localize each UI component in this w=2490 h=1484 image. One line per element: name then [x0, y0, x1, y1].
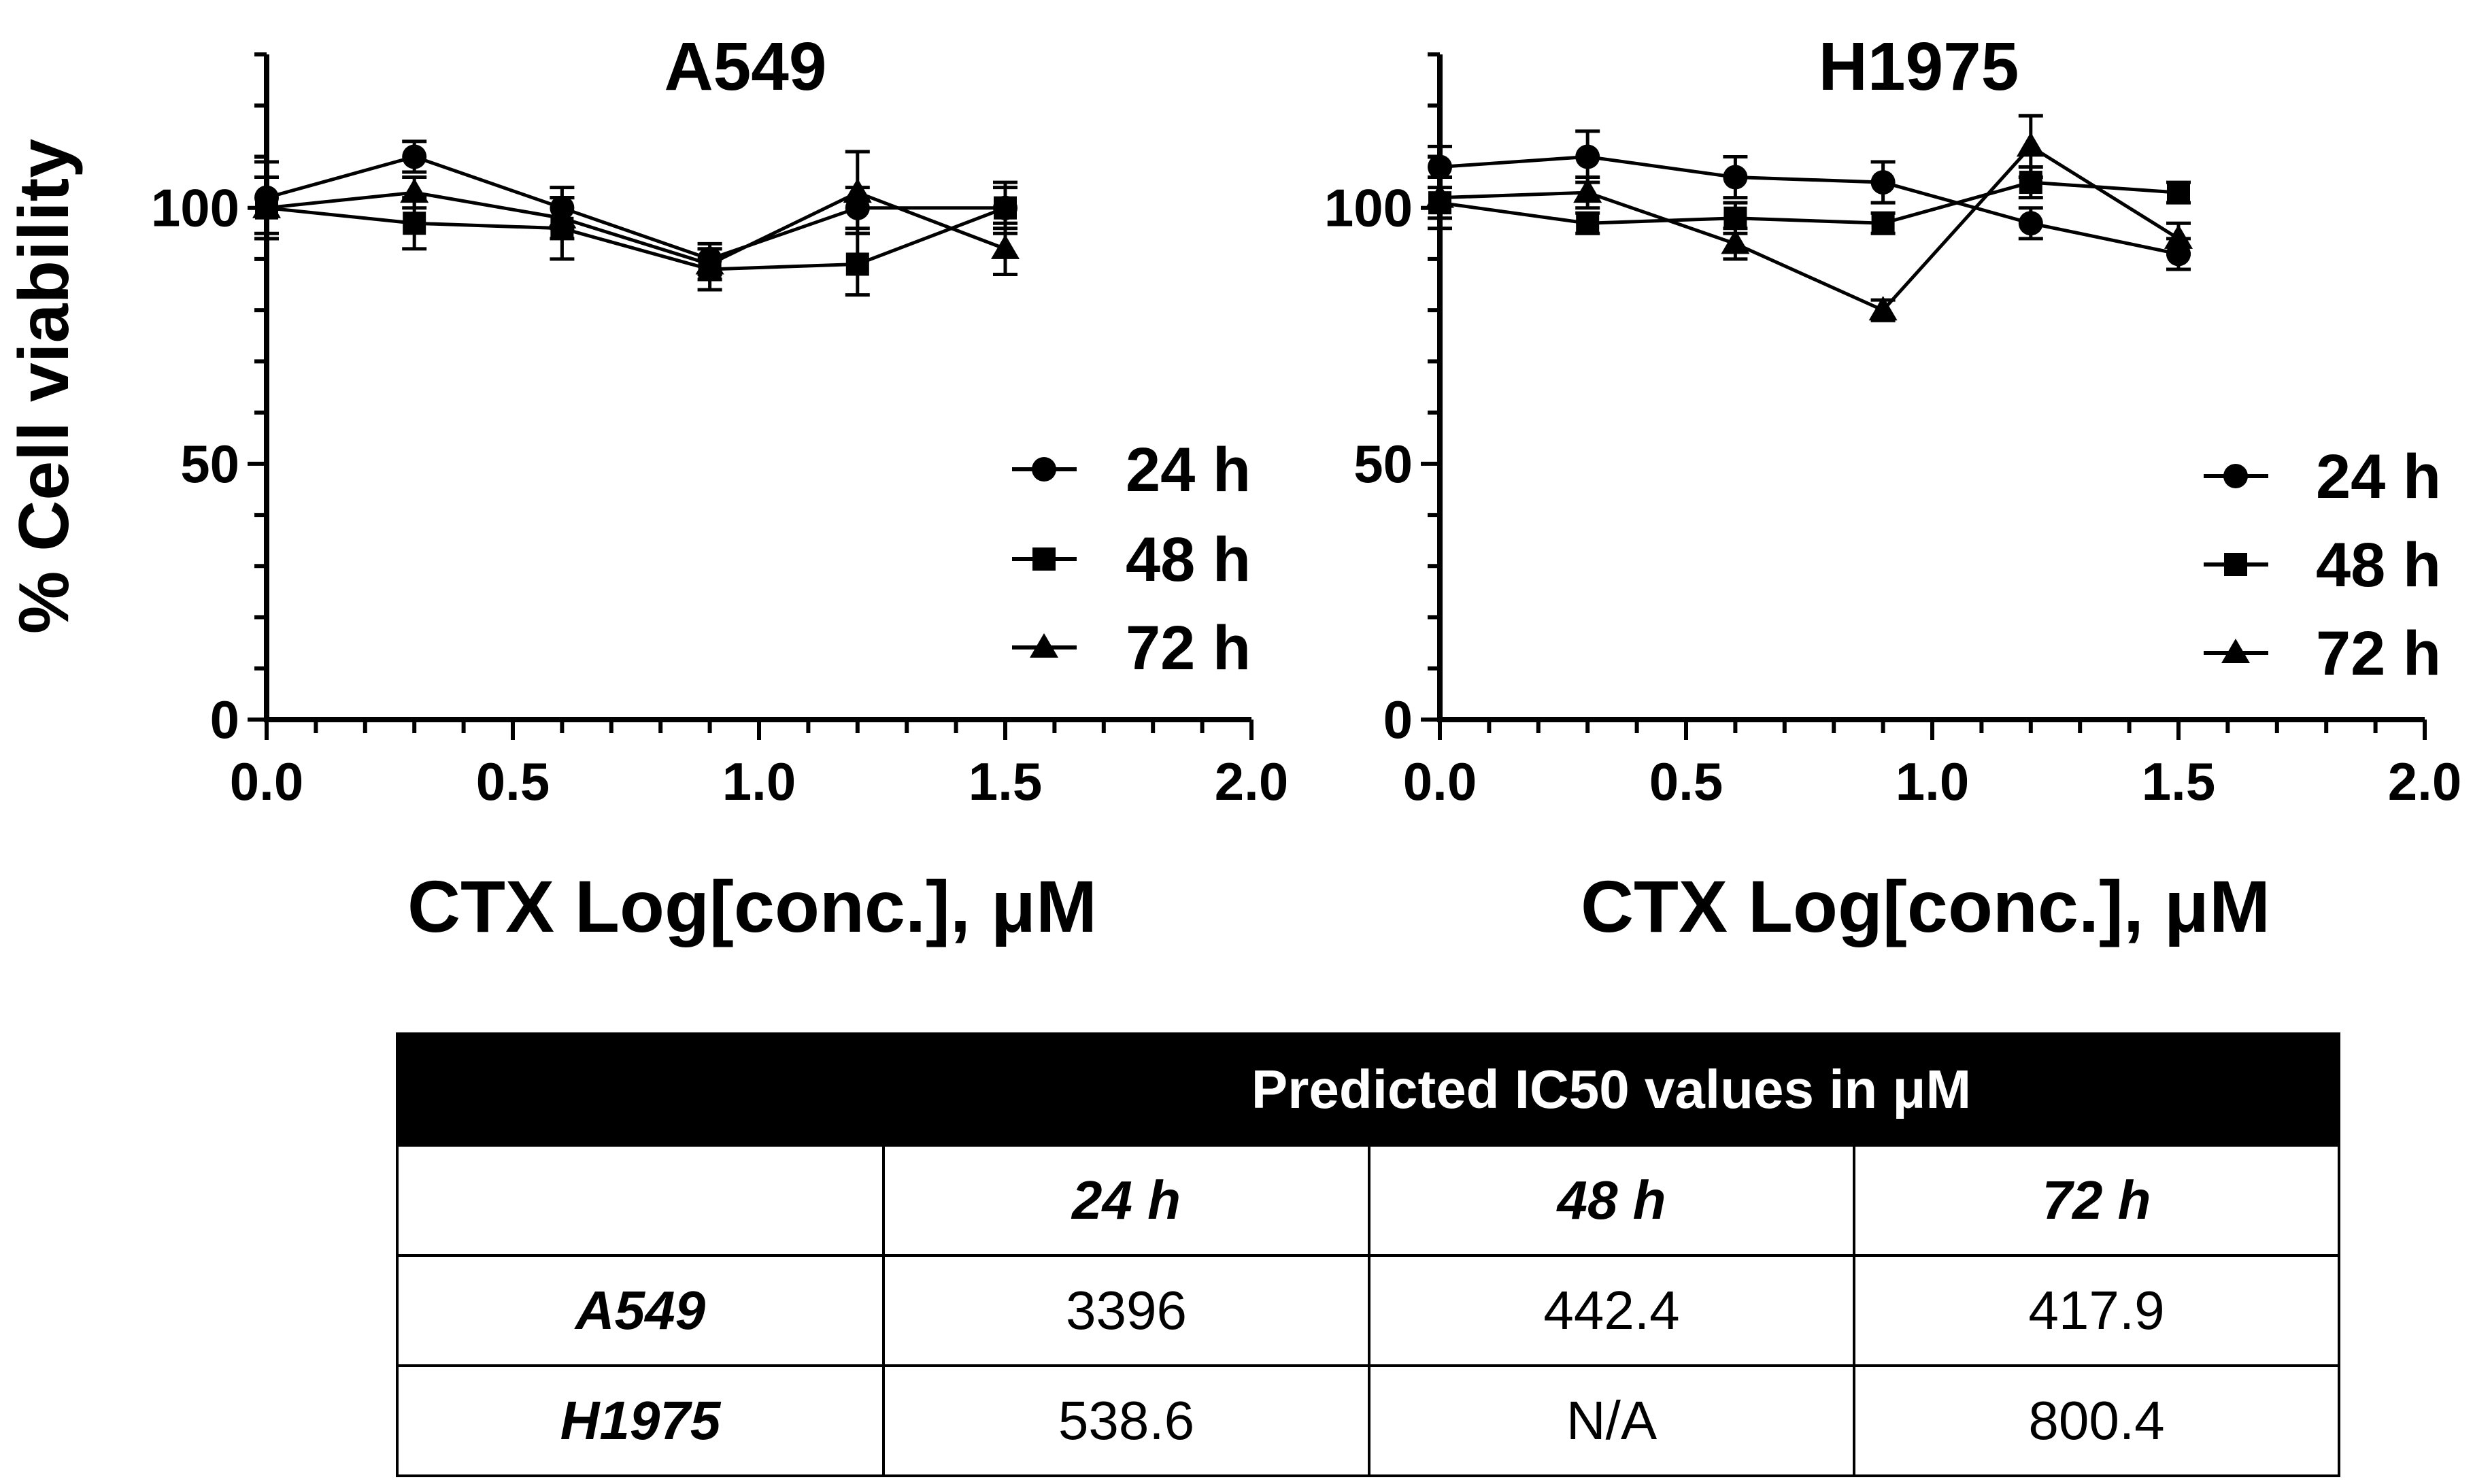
data-point: [1575, 144, 1600, 169]
table-header-row: 24 h 48 h 72 h: [396, 1144, 2341, 1257]
data-point: [1721, 229, 1750, 254]
data-point: [1576, 212, 1600, 235]
data-point: [2164, 224, 2193, 249]
x-tick-label: 1.5: [2142, 752, 2215, 811]
table-cell: 442.4: [1368, 1254, 1855, 1367]
legend-label: 48 h: [1126, 525, 1251, 594]
x-tick-label: 2.0: [1215, 752, 1288, 811]
table-title: Predicted IC50 values in μM: [881, 1032, 2341, 1147]
data-point: [991, 234, 1020, 259]
y-axis-label: % Cell viability: [5, 139, 84, 634]
x-tick-label: 1.0: [1896, 752, 1969, 811]
table-col-header: 72 h: [1852, 1144, 2341, 1257]
data-point: [1723, 206, 1747, 230]
series-line: [266, 206, 1006, 271]
table-col-header: 48 h: [1368, 1144, 1855, 1257]
table-corner-cell: [396, 1144, 885, 1257]
data-point: [2018, 211, 2043, 236]
data-point: [402, 144, 427, 169]
table-title-row: Predicted IC50 values in μM: [396, 1032, 2341, 1147]
table-row: H1975 538.6 N/A 800.4: [396, 1364, 2341, 1477]
table-row: A549 3396 442.4 417.9: [396, 1254, 2341, 1367]
table-cell: 417.9: [1852, 1254, 2341, 1367]
series-48-h: [254, 175, 1017, 297]
data-point: [1573, 178, 1602, 203]
table-row-label: A549: [396, 1254, 885, 1367]
series-24-h: [1428, 129, 2191, 271]
x-tick-label: 1.0: [722, 752, 796, 811]
table-row-label: H1975: [396, 1364, 885, 1477]
data-point: [403, 212, 426, 235]
x-tick-label: 0.0: [1403, 752, 1477, 811]
data-point: [1868, 296, 1898, 321]
chart-title: A549: [664, 29, 826, 105]
x-tick-label: 2.0: [2388, 752, 2461, 811]
chart-panel-h1975: 0 50 100 0.0 0.5 1.0 1.5 2.0 H1975 CTX Log[conc.]…: [1324, 29, 2461, 947]
table-cell: 800.4: [1852, 1364, 2341, 1477]
data-point: [695, 250, 724, 275]
data-point: [843, 178, 872, 203]
data-point: [252, 193, 281, 218]
chart-figure: 0 50 100 0.0 0.5 1.0 1.5 2.0 A549 CTX Log[conc.],…: [5, 29, 2461, 947]
table-cell: 538.6: [882, 1364, 1370, 1477]
legend-label: 48 h: [2316, 530, 2441, 600]
x-axis-label: CTX Log[conc.], μM: [407, 865, 1097, 947]
series-line: [1439, 144, 2180, 313]
x-tick-label: 0.5: [1649, 752, 1723, 811]
x-tick-label: 1.5: [969, 752, 1042, 811]
table-col-header: 24 h: [882, 1144, 1370, 1257]
y-tick-label: 0: [1383, 690, 1413, 749]
series-line: [1439, 154, 2179, 256]
x-tick-label: 0.0: [230, 752, 303, 811]
data-point: [1426, 183, 1454, 208]
x-tick-label: 0.5: [476, 752, 550, 811]
table-cell: N/A: [1368, 1364, 1855, 1477]
data-point: [1871, 212, 1895, 235]
y-tick-label: 0: [210, 690, 239, 749]
y-tick-label: 100: [151, 178, 239, 238]
series-line: [266, 154, 1005, 261]
data-point: [845, 252, 869, 276]
data-point: [1032, 457, 1056, 482]
data-point: [2167, 181, 2190, 205]
series-24-h: [254, 139, 1017, 276]
y-tick-label: 50: [180, 434, 239, 494]
y-tick-label: 50: [1353, 434, 1413, 494]
data-point: [1870, 170, 1896, 195]
data-point: [400, 178, 429, 203]
data-point: [548, 203, 577, 229]
ic50-table: Predicted IC50 values in μM 24 h 48 h 72…: [396, 1032, 2341, 1477]
chart-panel-a549: 0 50 100 0.0 0.5 1.0 1.5 2.0 A549 CTX Log[conc.],…: [5, 29, 1288, 947]
table-cell: 3396: [882, 1254, 1370, 1367]
data-point: [2223, 464, 2248, 488]
x-axis-label: CTX Log[conc.], μM: [1581, 865, 2270, 947]
legend-label: 72 h: [1126, 613, 1251, 683]
data-point: [1428, 154, 1452, 180]
data-point: [994, 196, 1017, 220]
series-72-h: [1426, 114, 2193, 322]
data-point: [2224, 553, 2247, 576]
data-point: [2221, 639, 2250, 663]
y-tick-label: 100: [1324, 178, 1413, 238]
series-72-h: [252, 150, 1020, 282]
chart-title: H1975: [1819, 29, 2019, 105]
series-48-h: [1428, 165, 2191, 235]
series-line: [266, 190, 1006, 267]
series-line: [1439, 180, 2179, 225]
data-point: [1032, 547, 1056, 571]
data-point: [1030, 633, 1058, 658]
legend-label: 24 h: [2316, 442, 2441, 511]
legend-label: 24 h: [1126, 435, 1251, 505]
data-point: [2016, 132, 2045, 157]
data-point: [1723, 165, 1748, 190]
legend-label: 72 h: [2316, 619, 2441, 688]
